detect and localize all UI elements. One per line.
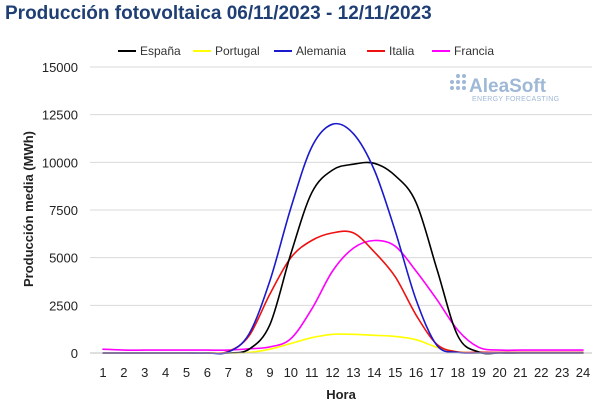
x-axis-title: Hora [326,387,356,402]
x-tick-label: 23 [555,365,569,380]
x-tick-label: 4 [162,365,169,380]
legend-label: Alemania [296,44,346,58]
legend: España Portugal Alemania Italia Francia [118,44,494,58]
y-axis-title: Producción media (MWh) [21,131,36,287]
y-tick-label: 15000 [42,60,78,75]
x-tick-label: 3 [141,365,148,380]
x-tick-label: 17 [430,365,444,380]
logo-subtext: ENERGY FORECASTING [472,96,559,103]
x-tick-label: 18 [451,365,465,380]
series-line-alemania [102,122,584,355]
series-line-italia [102,230,584,354]
y-tick-label: 0 [71,346,78,361]
x-tick-label: 9 [266,365,273,380]
x-tick-label: 20 [492,365,506,380]
y-axis: 0 2500 5000 7500 10000 12500 15000 [42,60,78,361]
x-tick-label: 16 [409,365,423,380]
x-tick-label: 12 [325,365,339,380]
y-tick-label: 10000 [42,155,78,170]
y-tick-label: 5000 [49,251,78,266]
y-tick-label: 2500 [49,298,78,313]
chart-title: Producción fotovoltaica 06/11/2023 - 12/… [5,3,432,24]
x-tick-label: 11 [305,365,319,380]
x-tick-label: 13 [346,365,360,380]
x-tick-label: 8 [245,365,252,380]
legend-label: Francia [454,44,494,58]
x-tick-label: 10 [284,365,298,380]
logo-dots-icon [450,74,466,90]
x-tick-label: 6 [204,365,211,380]
legend-label: España [140,44,181,58]
x-axis: 1 2 3 4 5 6 7 8 9 10 11 12 13 14 15 16 17 18 19 20 21 22 23 24 [90,352,592,380]
x-tick-label: 5 [183,365,190,380]
x-tick-label: 21 [513,365,527,380]
x-tick-label: 2 [120,365,127,380]
x-tick-label: 7 [225,365,232,380]
x-tick-label: 15 [388,365,402,380]
logo-watermark: AleaSoft ENERGY FORECASTING [450,74,559,103]
x-tick-label: 24 [576,365,590,380]
series-layer [102,122,584,355]
x-tick-label: 14 [367,365,381,380]
grid-layer [90,66,592,354]
series-line-francia [102,239,584,352]
legend-label: Italia [389,44,415,58]
y-tick-label: 7500 [49,203,78,218]
y-tick-label: 12500 [42,108,78,123]
x-tick-label: 19 [471,365,485,380]
legend-label: Portugal [215,44,260,58]
x-tick-label: 22 [534,365,548,380]
x-tick-label: 1 [99,365,106,380]
logo-text: AleaSoft [469,76,547,97]
